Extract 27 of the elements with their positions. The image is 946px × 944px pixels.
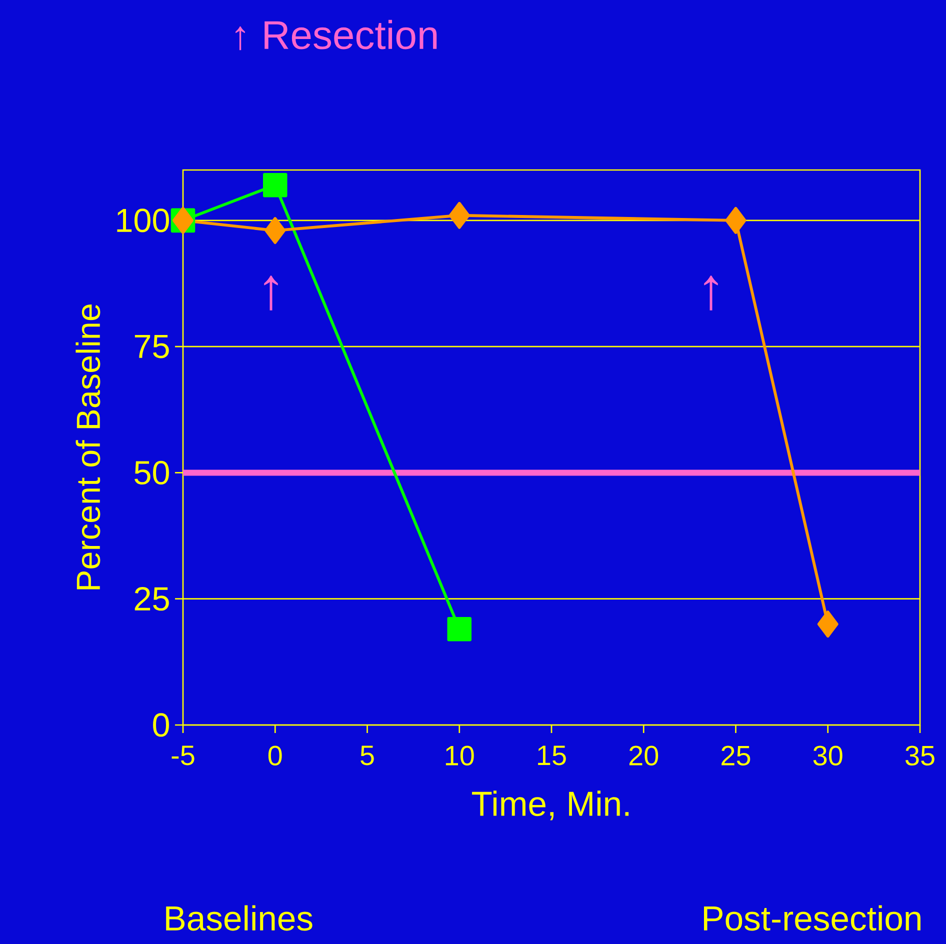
text: ↑ Resection	[236, 20, 437, 50]
x-tick-label: 0	[268, 746, 282, 766]
x-tick-label: 5	[360, 746, 374, 766]
text: Baselines	[166, 905, 312, 931]
annotation: ↑	[704, 276, 718, 310]
x-tick-label: 35	[905, 746, 934, 766]
y-tick-label: 25	[134, 587, 169, 611]
point	[264, 217, 286, 244]
x-tick-label: 30	[813, 746, 842, 766]
y-tick-label: 75	[134, 334, 169, 358]
point	[817, 610, 838, 638]
x-axis-title: Time, Min.	[472, 790, 629, 820]
y-tick-label: 0	[153, 713, 169, 737]
x-tick-label: 10	[446, 746, 474, 766]
x-tick-label: 25	[722, 746, 750, 766]
x-tick-label: -5	[172, 746, 194, 766]
point	[447, 616, 472, 642]
text: Post-resection	[704, 905, 920, 931]
x-tick-label: 20	[629, 746, 658, 766]
y-tick-label: 100	[117, 208, 169, 232]
y-tick-label: 50	[134, 460, 169, 485]
x-tick-label: 15	[538, 746, 566, 766]
point	[262, 172, 288, 198]
point	[448, 202, 470, 229]
y-axis-title: Percent of Baseline	[76, 304, 100, 590]
annotation: ↑	[264, 276, 278, 310]
point	[725, 206, 746, 234]
